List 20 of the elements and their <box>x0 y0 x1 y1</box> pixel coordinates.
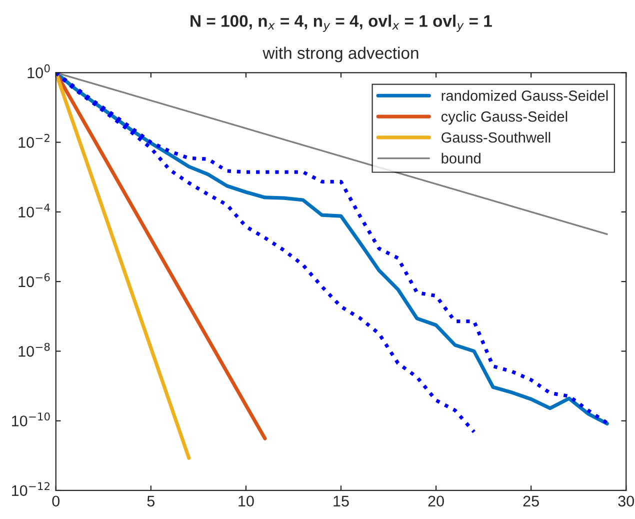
y-tick-label: 10$^{−10}$ <box>12 412 50 426</box>
legend-label: bound <box>442 152 480 164</box>
chart-subtitle: with strong advection <box>262 46 418 62</box>
y-tick-label: 10$^{−8}$ <box>18 342 50 357</box>
y-tick-label: 10$^{−6}$ <box>18 273 50 288</box>
x-tick-label: 25 <box>523 496 539 507</box>
x-tick-label: 0 <box>52 496 60 507</box>
x-tick-label: 30 <box>618 496 634 507</box>
x-tick-label: 5 <box>147 496 155 507</box>
chart-title: N = 100, n$_{x}$ = 4, n$_{y}$ = 4, ovl$_{x}$ = 1 ovl$_{y}$ = 1 <box>190 14 492 32</box>
legend-label: randomized Gauss-Seidel <box>442 90 608 101</box>
x-tick-label: 10 <box>238 496 254 507</box>
y-tick-label: 10$^{−2}$ <box>18 134 50 148</box>
y-tick-label: 10$^{−12}$ <box>12 482 50 496</box>
y-tick-label: 10$^{0}$ <box>28 64 50 78</box>
legend-label: Gauss-Southwell <box>442 132 550 143</box>
x-tick-label: 15 <box>334 496 349 507</box>
y-tick-label: 10$^{−4}$ <box>18 204 50 218</box>
x-tick-label: 20 <box>428 496 444 507</box>
legend-label: cyclic Gauss-Seidel <box>441 111 568 125</box>
